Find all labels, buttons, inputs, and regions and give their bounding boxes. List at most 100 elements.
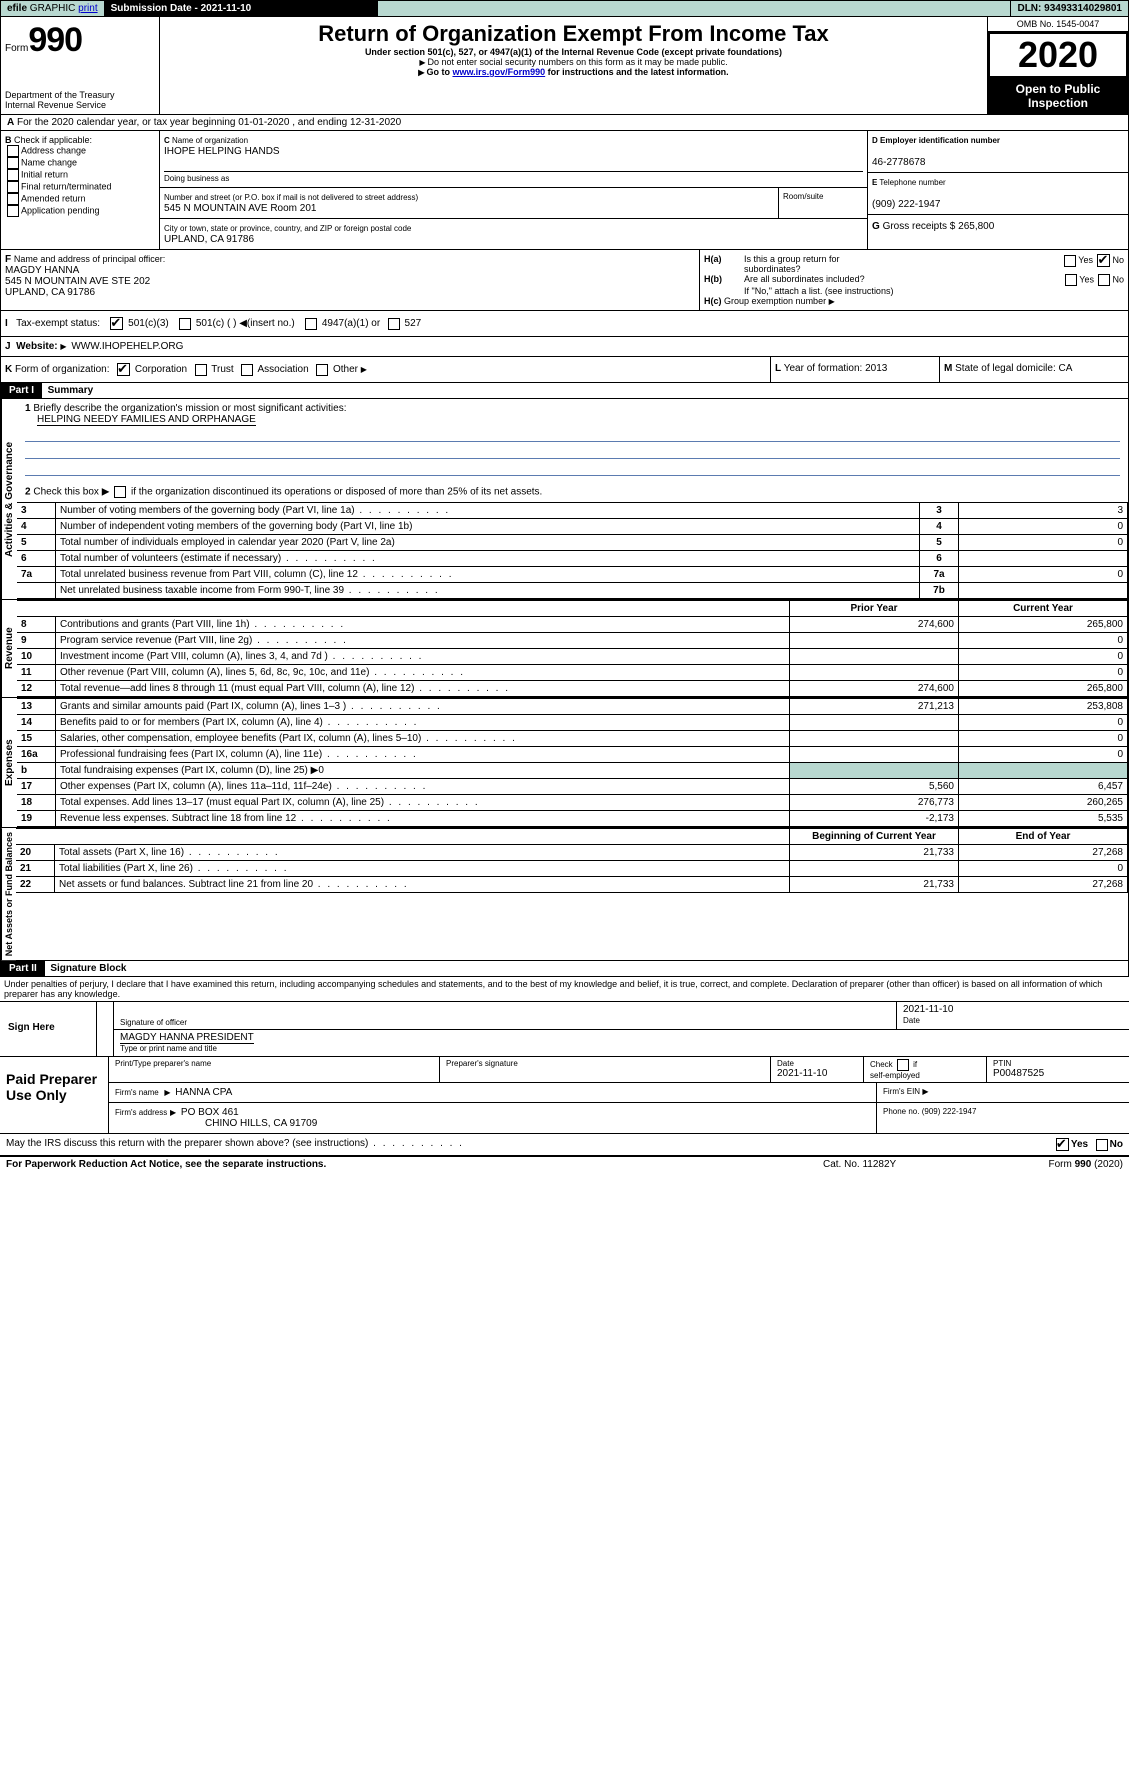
chk-final[interactable] [7, 181, 19, 193]
discuss-yes[interactable] [1056, 1138, 1069, 1151]
sig-name-box: MAGDY HANNA PRESIDENT Type or print name… [114, 1030, 1129, 1056]
vtab-revenue: Revenue [1, 600, 17, 697]
chk-527[interactable] [388, 318, 400, 330]
street-box: Number and street (or P.O. box if mail i… [160, 188, 778, 218]
print-link[interactable]: print [78, 3, 97, 14]
chk-other[interactable] [316, 364, 328, 376]
hb-yes[interactable] [1065, 274, 1077, 286]
section-g: G Gross receipts $ 265,800 [868, 215, 1128, 238]
section-f: F Name and address of principal officer:… [1, 250, 699, 310]
firm-name-box: Firm's name HANNA CPA [109, 1083, 876, 1102]
org-name: IHOPE HELPING HANDS [164, 146, 280, 157]
footer: For Paperwork Reduction Act Notice, see … [0, 1157, 1129, 1172]
city-box: City or town, state or province, country… [160, 219, 867, 249]
section-h: H(a) Is this a group return forsubordina… [699, 250, 1128, 310]
chk-501c[interactable] [179, 318, 191, 330]
section-d: D Employer identification number 46-2778… [868, 131, 1128, 173]
city: UPLAND, CA 91786 [164, 234, 254, 245]
submission-date: Submission Date - 2021-11-10 [105, 1, 378, 16]
title-box: Return of Organization Exempt From Incom… [160, 17, 987, 114]
section-k: K Form of organization: Corporation Trus… [1, 357, 770, 382]
ha-no[interactable] [1097, 254, 1110, 267]
form-word: Form [5, 43, 28, 54]
goto: Go to [426, 67, 450, 77]
irs: Internal Revenue Service [5, 100, 155, 110]
ptin-box: PTINP00487525 [986, 1057, 1129, 1082]
omb: OMB No. 1545-0047 [988, 17, 1128, 32]
sign-here-label: Sign Here [0, 1002, 96, 1056]
hb-note: If "No," attach a list. (see instruction… [704, 286, 1124, 296]
chk-address[interactable] [7, 145, 19, 157]
section-b: B Check if applicable: Address change Na… [1, 131, 160, 249]
gross-receipts: 265,800 [958, 221, 994, 232]
chk-discontinued[interactable] [114, 486, 126, 498]
chk-501c3[interactable] [110, 317, 123, 330]
firm-phone: Phone no. (909) 222-1947 [876, 1103, 1129, 1133]
tax-year: 2020 [988, 32, 1128, 78]
section-i: I Tax-exempt status: 501(c)(3) 501(c) ( … [1, 311, 1128, 336]
line-a: A For the 2020 calendar year, or tax yea… [0, 115, 1129, 131]
ha-yes[interactable] [1064, 255, 1076, 267]
efile-label: efile GRAPHIC print [1, 1, 105, 16]
officer-addr2: UPLAND, CA 91786 [5, 287, 95, 298]
section-l: L Year of formation: 2013 [770, 357, 939, 382]
dln: DLN: 93493314029801 [1011, 1, 1128, 16]
chk-assoc[interactable] [241, 364, 253, 376]
net-table: Beginning of Current YearEnd of Year20To… [16, 828, 1128, 893]
form-box: Form990 Department of the Treasury Inter… [1, 17, 160, 114]
part-i-header: Part I Summary [0, 383, 1129, 399]
officer-addr1: 545 N MOUNTAIN AVE STE 202 [5, 276, 150, 287]
declaration: Under penalties of perjury, I declare th… [0, 977, 1129, 1002]
prep-se-box: Check ifself-employed [863, 1057, 986, 1082]
website: WWW.IHOPEHELP.ORG [71, 341, 183, 352]
section-e: E Telephone number (909) 222-1947 [868, 173, 1128, 215]
section-m: M State of legal domicile: CA [939, 357, 1128, 382]
form-990: 990 [28, 21, 82, 59]
chk-name[interactable] [7, 157, 19, 169]
chk-self-emp[interactable] [897, 1059, 909, 1071]
prep-sig-lbl: Preparer's signature [439, 1057, 770, 1082]
sig-officer-box: Signature of officer [114, 1002, 896, 1029]
vtab-net: Net Assets or Fund Balances [1, 828, 16, 960]
chk-app[interactable] [7, 205, 19, 217]
firm-addr-box: Firm's address PO BOX 461CHINO HILLS, CA… [109, 1103, 876, 1133]
revenue-table: Prior YearCurrent Year8Contributions and… [17, 600, 1128, 697]
section-j: J Website: WWW.IHOPEHELP.ORG [0, 337, 1129, 357]
chk-trust[interactable] [195, 364, 207, 376]
expenses-table: 13Grants and similar amounts paid (Part … [17, 698, 1128, 827]
street: 545 N MOUNTAIN AVE Room 201 [164, 203, 316, 214]
chk-4947[interactable] [305, 318, 317, 330]
prep-name-lbl: Print/Type preparer's name [109, 1057, 439, 1082]
prep-date-box: Date2021-11-10 [770, 1057, 863, 1082]
chk-amended[interactable] [7, 193, 19, 205]
discuss-no[interactable] [1096, 1139, 1108, 1151]
line-2: 2 Check this box ▶ if the organization d… [17, 482, 1128, 502]
goto-tail: for instructions and the latest informat… [545, 67, 729, 77]
vtab-activities: Activities & Governance [1, 399, 17, 599]
hb-no[interactable] [1098, 274, 1110, 286]
year-box: OMB No. 1545-0047 2020 Open to Public In… [987, 17, 1128, 114]
sign-arrow [96, 1002, 114, 1056]
ein: 46-2778678 [872, 157, 925, 168]
discuss-row: May the IRS discuss this return with the… [0, 1134, 1129, 1157]
officer-name: MAGDY HANNA [5, 265, 79, 276]
vtab-expenses: Expenses [1, 698, 17, 827]
section-c: C Name of organization IHOPE HELPING HAN… [160, 131, 867, 187]
subtitle-1: Under section 501(c), 527, or 4947(a)(1)… [164, 47, 983, 57]
chk-initial[interactable] [7, 169, 19, 181]
summary-table-top: 3Number of voting members of the governi… [17, 502, 1128, 599]
irs-link[interactable]: www.irs.gov/Form990 [452, 67, 545, 77]
phone: (909) 222-1947 [872, 199, 940, 210]
firm-ein-box: Firm's EIN [876, 1083, 1129, 1102]
spacer [378, 1, 1012, 16]
room-label: Room/suite [778, 188, 867, 218]
line-1: 1 Briefly describe the organization's mi… [17, 399, 1128, 482]
sig-date-box: 2021-11-10Date [896, 1002, 1129, 1029]
dba-label: Doing business as [164, 171, 863, 183]
chk-corp[interactable] [117, 363, 130, 376]
form-title: Return of Organization Exempt From Incom… [164, 21, 983, 47]
topbar: efile GRAPHIC print Submission Date - 20… [0, 0, 1129, 17]
mission: HELPING NEEDY FAMILIES AND ORPHANAGE [37, 414, 256, 426]
part-ii-header: Part II Signature Block [0, 961, 1129, 977]
dept: Department of the Treasury [5, 90, 155, 100]
